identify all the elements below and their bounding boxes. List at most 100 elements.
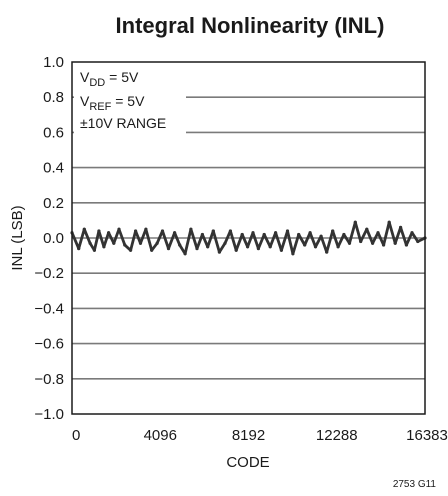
- plot-frame: [71, 61, 426, 415]
- inl-segment: [206, 229, 215, 249]
- inl-segment: [331, 229, 340, 249]
- inl-point: [129, 248, 133, 252]
- inl-point: [410, 231, 414, 235]
- inl-segment: [371, 231, 380, 245]
- inl-point: [308, 231, 312, 235]
- inl-segment: [393, 225, 403, 245]
- inl-segment: [303, 231, 312, 247]
- inl-point: [313, 245, 318, 249]
- inl-point: [399, 225, 403, 229]
- inl-point: [251, 231, 255, 235]
- inl-point: [77, 247, 81, 251]
- inl-segment: [279, 229, 289, 252]
- inl-point: [173, 231, 177, 235]
- inl-segment: [200, 233, 210, 249]
- y-tick-label: 0.8: [43, 89, 64, 106]
- inl-point: [404, 243, 408, 247]
- inl-segment: [325, 229, 335, 254]
- inl-point: [376, 231, 380, 235]
- inl-point: [234, 248, 238, 252]
- inl-point: [353, 220, 357, 224]
- figure-code: 2753 G11: [393, 479, 437, 490]
- inl-point: [211, 229, 215, 233]
- vref-condition: VREF = 5V: [80, 93, 145, 113]
- inl-point: [262, 232, 266, 237]
- y-tick-label: 0.2: [43, 195, 64, 212]
- inl-segment: [82, 227, 92, 245]
- y-tick-label: −0.2: [34, 265, 64, 282]
- inl-segment: [211, 229, 221, 254]
- inl-segment: [129, 229, 138, 252]
- inl-segment: [189, 227, 199, 251]
- inl-segment: [262, 233, 272, 249]
- inl-point: [291, 252, 295, 256]
- inl-point: [200, 232, 204, 237]
- inl-segment: [223, 229, 232, 245]
- y-tick-label: 1.0: [43, 54, 64, 71]
- inl-segment: [291, 233, 301, 256]
- x-tick-label: 0: [72, 427, 80, 444]
- inl-point: [160, 229, 165, 233]
- inl-point: [256, 247, 260, 251]
- inl-point: [371, 241, 375, 245]
- inl-segment: [139, 227, 148, 245]
- inl-point: [92, 248, 96, 252]
- inl-segment: [387, 220, 397, 245]
- y-tick-label: 0.4: [43, 160, 64, 177]
- inl-point: [97, 229, 101, 233]
- inl-segment: [70, 231, 81, 251]
- inl-segment: [93, 229, 101, 252]
- inl-segment: [117, 227, 127, 247]
- inl-segment: [268, 231, 278, 249]
- y-tick-label: 0.0: [43, 230, 64, 247]
- y-tick-label: 0.6: [43, 124, 64, 141]
- inl-point: [138, 241, 143, 245]
- inl-point: [359, 239, 363, 244]
- y-tick-label: −1.0: [34, 406, 64, 423]
- inl-point: [297, 232, 301, 237]
- inl-segment: [217, 241, 227, 254]
- inl-segment: [155, 229, 164, 245]
- y-tick-labels: 1.0 0.8 0.6 0.4 0.2 0.0 −0.2 −0.4 −0.6 −0.8 −1.0: [34, 54, 64, 423]
- inl-segment: [319, 234, 329, 254]
- inl-segment: [234, 233, 244, 252]
- inl-point: [144, 227, 148, 231]
- inl-point: [117, 227, 121, 231]
- inl-segment: [308, 231, 317, 249]
- inl-segment: [134, 229, 142, 245]
- x-tick-labels: 0 4096 8192 12288 16383: [72, 427, 448, 444]
- inl-segment: [404, 231, 414, 247]
- inl-point: [240, 232, 244, 237]
- inl-segment: [77, 227, 86, 251]
- inl-point: [112, 241, 116, 245]
- inl-segment: [399, 225, 408, 247]
- inl-segment: [274, 231, 283, 252]
- inl-segment: [240, 233, 250, 249]
- inl-point: [150, 248, 154, 252]
- inl-segment: [348, 220, 357, 245]
- inl-segment: [102, 231, 110, 249]
- inl-segment: [410, 231, 420, 243]
- inl-point: [107, 231, 111, 235]
- inl-segment: [228, 229, 238, 252]
- inl-point: [123, 243, 127, 247]
- inl-point: [223, 241, 227, 245]
- inl-point: [325, 250, 329, 254]
- inl-point: [365, 227, 369, 231]
- x-axis-label: CODE: [226, 454, 269, 471]
- y-tick-label: −0.6: [34, 336, 64, 353]
- inl-segment: [314, 234, 323, 249]
- y-axis-label: INL (LSB): [9, 205, 26, 270]
- inl-segment: [183, 227, 193, 256]
- x-tick-label: 4096: [144, 427, 177, 444]
- inl-segment: [286, 229, 295, 256]
- inl-segment: [173, 231, 182, 247]
- inl-point: [178, 243, 182, 247]
- inl-segment: [246, 231, 255, 249]
- inl-point: [393, 241, 397, 245]
- inl-point: [82, 227, 86, 231]
- inl-point: [246, 245, 250, 249]
- x-tick-label: 8192: [232, 427, 265, 444]
- inl-point: [382, 243, 386, 247]
- inl-segment: [256, 233, 266, 251]
